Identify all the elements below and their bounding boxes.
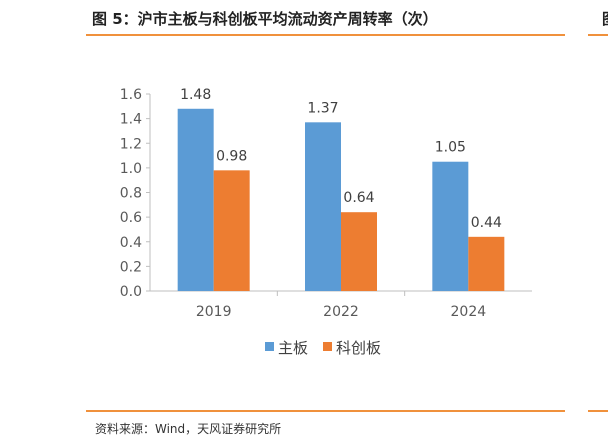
bar-主板-2019: [177, 108, 214, 292]
data-label: 0.64: [343, 190, 374, 206]
data-label: 1.48: [180, 87, 211, 103]
bar-科创板-2024: [468, 236, 505, 291]
x-tick-label: 2024: [451, 304, 487, 320]
y-tick-label: 1.0: [120, 161, 142, 177]
y-tick-label: 0.2: [120, 259, 142, 275]
figure-title: 图 5：沪市主板与科创板平均流动资产周转率（次）: [92, 10, 438, 28]
x-tick-label: 2019: [196, 304, 232, 320]
bar-科创板-2019: [213, 170, 250, 291]
legend-swatch: [265, 342, 274, 351]
data-label: 1.37: [307, 100, 338, 116]
y-tick-label: 1.4: [120, 112, 142, 128]
y-tick-label: 0.6: [120, 210, 142, 226]
legend-swatch: [323, 342, 332, 351]
bar-科创板-2022: [341, 212, 377, 291]
y-tick-label: 0.8: [120, 186, 142, 202]
bar-主板-2024: [432, 161, 469, 291]
x-tick-label: 2022: [323, 304, 359, 320]
y-tick-label: 0.0: [120, 284, 142, 300]
footer-divider: [86, 410, 565, 412]
next-figure-title: 图: [602, 8, 608, 29]
data-label: 1.05: [435, 140, 466, 156]
y-tick-label: 1.6: [120, 87, 142, 103]
title-divider-next: [588, 34, 608, 36]
legend-label: 科创板: [336, 339, 381, 357]
title-divider: [86, 34, 565, 36]
legend-label: 主板: [278, 339, 308, 357]
footer-divider-next: [588, 410, 608, 412]
y-tick-label: 1.2: [120, 136, 142, 152]
bar-主板-2022: [305, 122, 341, 291]
y-tick-label: 0.4: [120, 235, 142, 251]
source-note: 资料来源：Wind，天风证券研究所: [95, 422, 282, 436]
data-label: 0.44: [471, 215, 502, 231]
data-label: 0.98: [216, 148, 247, 164]
